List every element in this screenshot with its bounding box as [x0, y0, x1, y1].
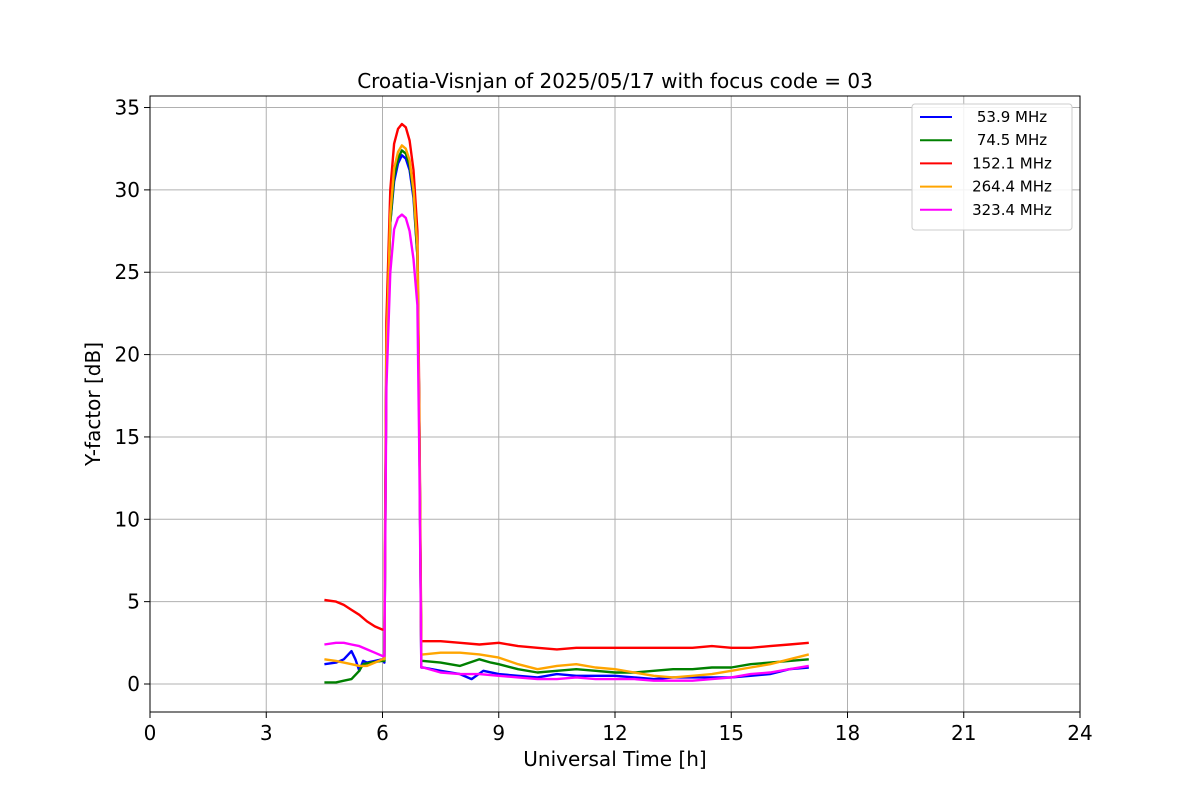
x-tick-label: 21	[951, 721, 976, 745]
y-tick-label: 0	[127, 672, 140, 696]
x-tick-label: 15	[719, 721, 744, 745]
y-tick-label: 15	[115, 425, 140, 449]
y-tick-label: 35	[115, 96, 140, 120]
legend: 53.9 MHz 74.5 MHz 152.1 MHz 264.4 MHz 323.4 …	[911, 103, 1073, 231]
series-line-2	[324, 122, 809, 651]
x-tick-label: 3	[260, 721, 273, 745]
y-axis-label: Y-factor [dB]	[81, 342, 105, 467]
x-tick-label: 6	[376, 721, 389, 745]
x-tick-label: 18	[835, 721, 860, 745]
y-tick-label: 5	[127, 590, 140, 614]
chart-title: Croatia-Visnjan of 2025/05/17 with focus…	[357, 69, 873, 93]
y-tick-label: 25	[115, 260, 140, 284]
legend-box	[911, 103, 1073, 231]
x-tick-label: 9	[492, 721, 505, 745]
legend-label: 152.1 MHz	[972, 154, 1052, 172]
series-lines	[324, 122, 810, 684]
series-line-4	[324, 213, 810, 682]
axis-ticks: 0 3 6 9 12 15 18 21 24 0 5 10 15 20 25 30 35	[115, 96, 1093, 745]
x-tick-label: 24	[1067, 721, 1092, 745]
series-line-3	[324, 144, 810, 679]
x-tick-label: 0	[144, 721, 157, 745]
y-tick-label: 20	[115, 343, 140, 367]
x-axis-label: Universal Time [h]	[523, 747, 706, 771]
legend-label: 264.4 MHz	[972, 178, 1052, 196]
legend-label: 323.4 MHz	[972, 201, 1052, 219]
y-tick-label: 30	[115, 178, 140, 202]
y-tick-label: 10	[115, 507, 140, 531]
legend-label: 53.9 MHz	[977, 108, 1047, 126]
legend-label: 74.5 MHz	[977, 131, 1047, 149]
x-tick-label: 12	[602, 721, 627, 745]
